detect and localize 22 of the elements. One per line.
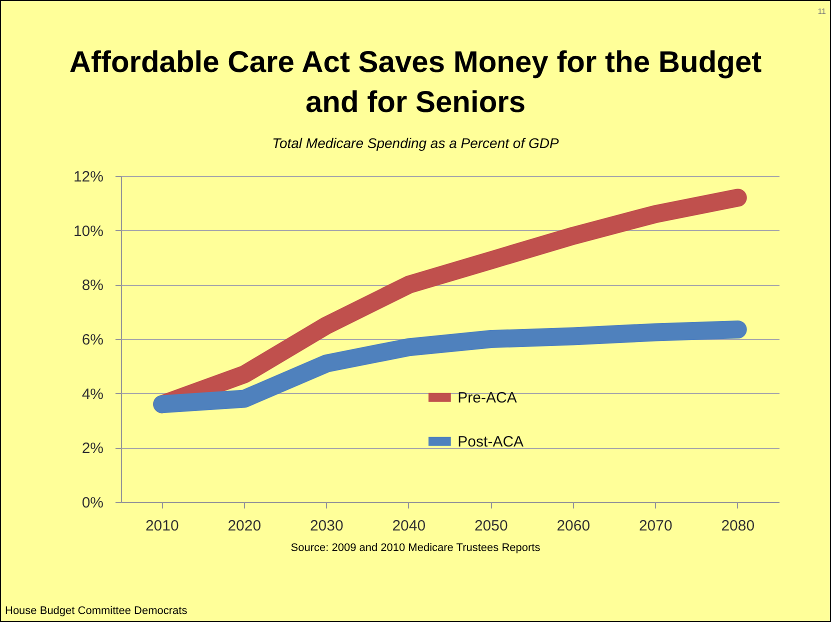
text: House Budget Committee Democrats: [5, 605, 188, 617]
x-tick-label: 2080: [721, 518, 755, 534]
y-tick-label: 0%: [82, 494, 104, 512]
x-tick-label: 2030: [310, 518, 344, 534]
legend-label: Post-ACA: [458, 433, 524, 450]
text: 11: [818, 7, 826, 16]
x-tick-label: 2010: [145, 518, 179, 534]
chart-subtitle: Total Medicare Spending as a Percent of GDP: [271, 135, 560, 151]
chart-title: Affordable Care Act Saves Money for the Budget and for Seniors: [68, 45, 763, 121]
legend-label: Pre-ACA: [458, 389, 517, 406]
y-tick-label: 10%: [73, 222, 104, 240]
y-tick-label: 8%: [82, 277, 104, 294]
x-tick-label: 2060: [556, 518, 590, 534]
x-tick-label: 2050: [474, 518, 508, 534]
y-tick-label: 12%: [73, 168, 104, 186]
y-tick-label: 2%: [82, 440, 104, 458]
y-tick-label: 6%: [82, 332, 104, 348]
y-tick-label: 4%: [82, 386, 104, 403]
x-tick-label: 2070: [638, 518, 672, 534]
x-tick-label: 2040: [392, 518, 426, 534]
source-note: Source: 2009 and 2010 Medicare Trustees Reports: [290, 542, 542, 554]
x-tick-label: 2020: [228, 518, 262, 534]
